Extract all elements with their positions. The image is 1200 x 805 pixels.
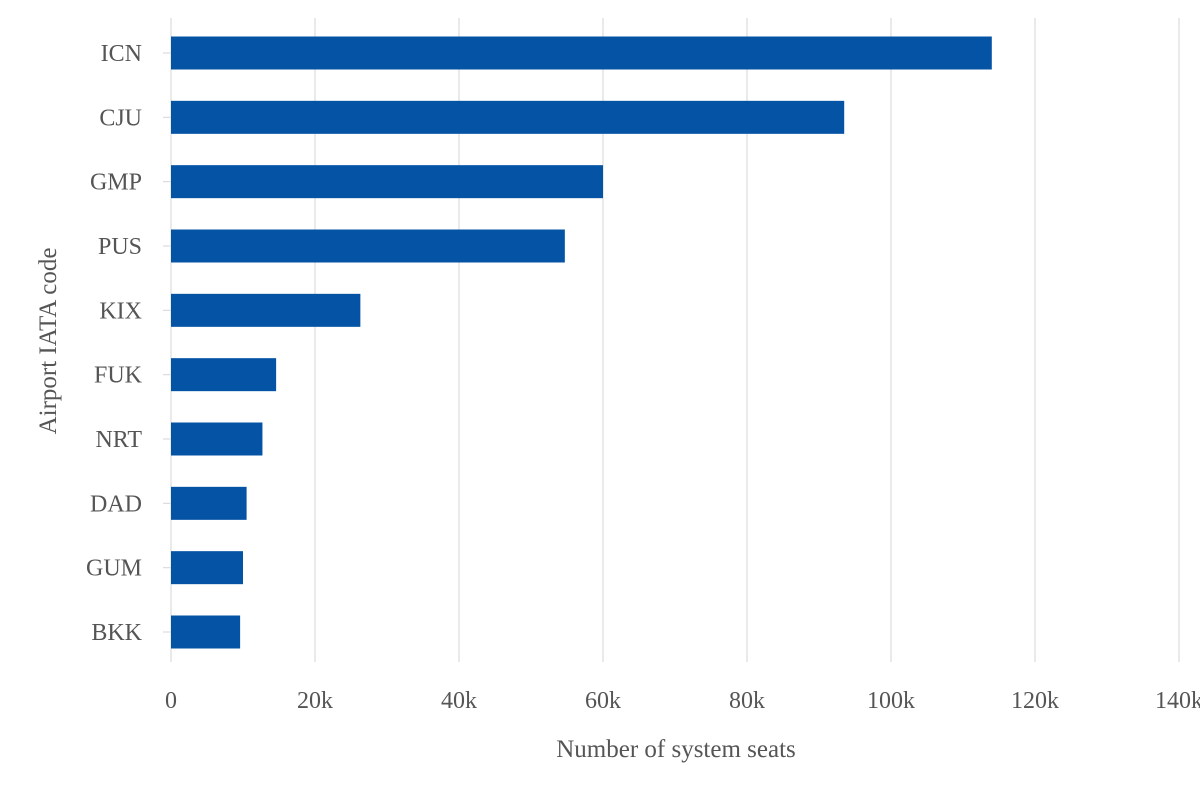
y-tick-label: GMP	[90, 170, 142, 196]
x-tick-label: 140k	[1155, 688, 1200, 714]
x-tick-label: 0	[165, 688, 177, 714]
y-axis-title: Airport IATA code	[35, 248, 62, 435]
y-tick-label: CJU	[99, 105, 142, 131]
bar-pus	[171, 229, 565, 263]
bar-fuk	[171, 358, 277, 392]
bar-kix	[171, 293, 361, 327]
y-tick-label: FUK	[94, 363, 143, 389]
x-tick-label: 20k	[297, 688, 333, 714]
x-axis-title: Number of system seats	[556, 736, 796, 763]
bar-dad	[171, 486, 247, 520]
y-tick-label: NRT	[95, 427, 142, 453]
y-tick-label: GUM	[86, 556, 142, 582]
x-tick-label: 80k	[729, 688, 765, 714]
bars	[171, 36, 992, 649]
x-tick-label: 40k	[441, 688, 477, 714]
y-tick-label: ICN	[101, 41, 142, 67]
y-tick-label: KIX	[99, 298, 142, 324]
y-tick-label: DAD	[90, 491, 142, 517]
x-tick-label: 60k	[585, 688, 621, 714]
bar-bkk	[171, 615, 241, 649]
y-tick-label: BKK	[91, 620, 142, 646]
x-tick-label: 100k	[867, 688, 915, 714]
axis-ticks: 0 20k 40k 60k 80k 100k 120k 140k ICN CJU GMP PUS KIX…	[86, 41, 1200, 714]
bar-gum	[171, 551, 243, 585]
bar-cju	[171, 100, 845, 134]
x-tick-label: 120k	[1011, 688, 1059, 714]
y-tick-label: PUS	[98, 234, 142, 260]
bar-nrt	[171, 422, 263, 456]
bar-gmp	[171, 165, 603, 199]
bar-icn	[171, 36, 992, 70]
